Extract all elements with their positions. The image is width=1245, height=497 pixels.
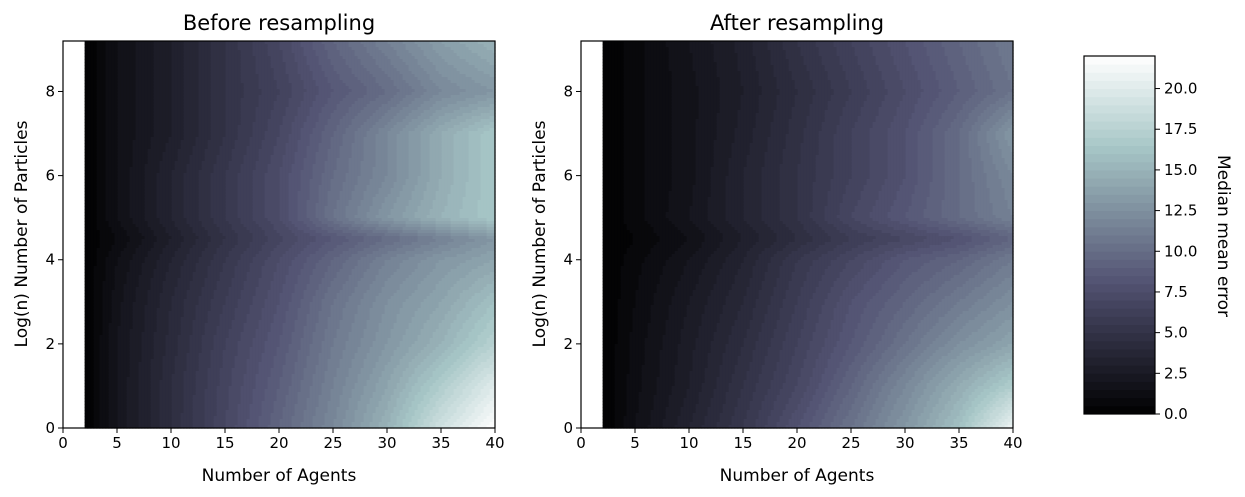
panel-before-resampling: Before resampling 0 5 10 15 20 25 30 35 40 02468… xyxy=(12,11,505,486)
panel1-title: Before resampling xyxy=(183,11,375,35)
panel1-contour-area xyxy=(85,41,496,429)
